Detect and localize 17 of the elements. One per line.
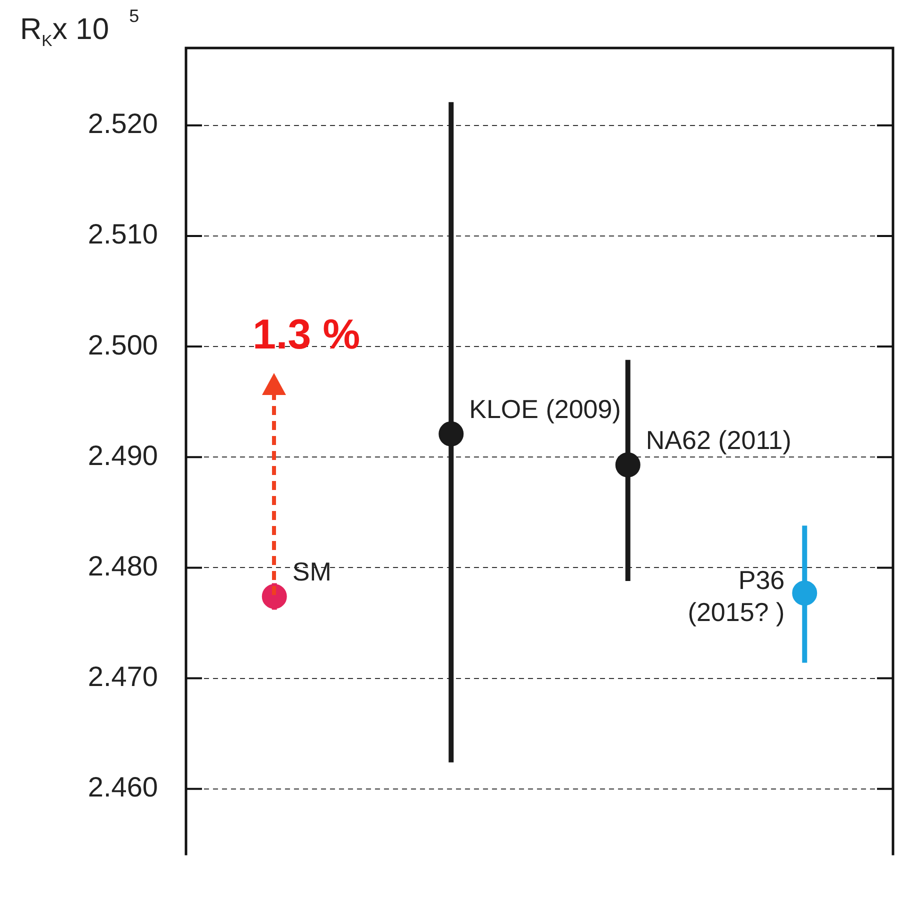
point bbox=[615, 452, 640, 478]
y-tick-label: 2.480 bbox=[88, 550, 158, 582]
y-tick-label: 2.460 bbox=[88, 772, 158, 803]
y-axis-title: R$_{K}$x 10$^{5}$ bbox=[20, 6, 140, 51]
series-label: SM bbox=[292, 556, 332, 586]
point bbox=[262, 584, 287, 609]
series-label: P36 (2015? ) bbox=[688, 565, 785, 628]
y-tick-label: 2.490 bbox=[88, 440, 158, 471]
annotation: 1.3 % bbox=[252, 310, 360, 358]
point bbox=[438, 421, 464, 446]
y-tick-label: 2.510 bbox=[88, 218, 158, 250]
y-tick-label: 2.470 bbox=[88, 661, 158, 692]
y-tick-label: 2.500 bbox=[88, 329, 158, 360]
series-label: KLOE (2009) bbox=[469, 394, 621, 424]
y-tick-label: 2.520 bbox=[88, 108, 158, 140]
series-label: NA62 (2011) bbox=[646, 424, 792, 455]
point bbox=[792, 580, 818, 606]
